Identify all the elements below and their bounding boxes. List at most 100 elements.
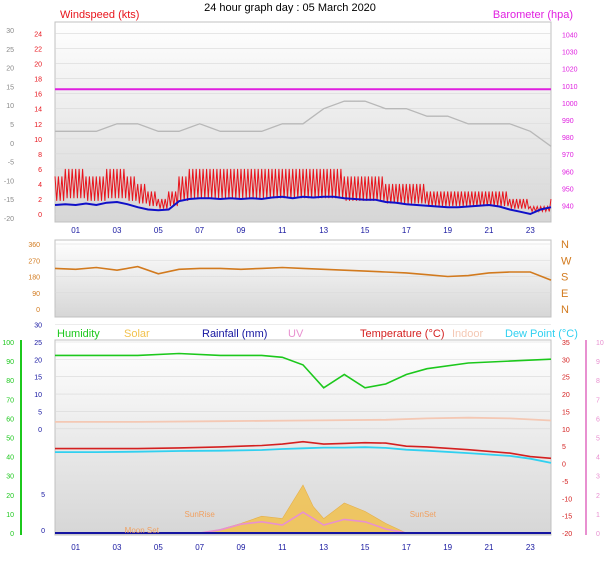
outer-left-tick-label: 0: [10, 141, 14, 148]
x-tick-label: 11: [278, 226, 287, 235]
right-tick-label: 1030: [562, 50, 578, 57]
rain-tick-label: 0: [38, 427, 42, 434]
rain-tick-label: 20: [34, 357, 42, 364]
temperature-tick-label: 0: [562, 462, 566, 469]
outer-left-tick-label: -20: [4, 216, 14, 223]
legend-item: Humidity: [57, 328, 100, 340]
legend-item: Dew Point (°C): [505, 328, 578, 340]
uv-tick-label: 8: [596, 378, 600, 385]
humidity-tick-label: 80: [6, 378, 14, 385]
right-tick-label: 960: [562, 169, 574, 176]
left-tick-label: 2: [38, 197, 42, 204]
uv-tick-label: 4: [596, 455, 600, 462]
left-tick-label: 22: [34, 47, 42, 54]
temperature-tick-label: -15: [562, 514, 572, 521]
temperature-tick-label: 30: [562, 357, 570, 364]
x-tick-label: 09: [237, 226, 246, 235]
x-tick-label: 01: [71, 543, 80, 552]
humidity-tick-label: 40: [6, 455, 14, 462]
legend-item: Temperature (°C): [360, 328, 444, 340]
rain-tick-label: 10: [34, 392, 42, 399]
temperature-tick-label: 5: [562, 444, 566, 451]
humidity-tick-label: 20: [6, 493, 14, 500]
x-tick-label: 17: [402, 543, 411, 552]
humidity-tick-label: 60: [6, 416, 14, 423]
direction-tick-label: 90: [32, 291, 40, 298]
humidity-tick-label: 0: [10, 531, 14, 538]
uv-tick-label: 6: [596, 416, 600, 423]
x-tick-label: 05: [154, 226, 163, 235]
uv-tick-label: 10: [596, 340, 604, 347]
left-tick-label: 0: [38, 212, 42, 219]
uv-tick-label: 9: [596, 359, 600, 366]
right-tick-label: 1010: [562, 84, 578, 91]
x-tick-label: 05: [154, 543, 163, 552]
x-tick-label: 23: [526, 543, 535, 552]
sunrise-label: SunRise: [185, 510, 216, 519]
temperature-tick-label: 25: [562, 375, 570, 382]
outer-left-tick-label: -10: [4, 178, 14, 185]
x-tick-label: 03: [113, 226, 122, 235]
right-tick-label: 980: [562, 135, 574, 142]
legend-item: UV: [288, 328, 304, 340]
uv-tick-label: 2: [596, 493, 600, 500]
solar-tick-label: 0: [41, 528, 45, 535]
left-tick-label: 20: [34, 62, 42, 69]
x-tick-label: 15: [361, 226, 370, 235]
uv-tick-label: 1: [596, 512, 600, 519]
solar-tick-label: 5: [41, 492, 45, 499]
right-tick-label: 970: [562, 152, 574, 159]
outer-left-tick-label: 25: [6, 47, 14, 54]
direction-line: [54, 265, 552, 281]
x-tick-label: 01: [71, 226, 80, 235]
temperature-tick-label: 20: [562, 392, 570, 399]
right-tick-label: 1040: [562, 33, 578, 40]
right-tick-label: 950: [562, 186, 574, 193]
temperature-tick-label: 15: [562, 409, 570, 416]
direction-compass-label: E: [561, 288, 568, 300]
series-layer: [54, 88, 552, 534]
rain-tick-label: 15: [34, 375, 42, 382]
direction-compass-label: N: [561, 239, 569, 251]
direction-tick-label: 180: [28, 275, 40, 282]
direction-tick-label: 0: [36, 307, 40, 314]
right-tick-label: 940: [562, 203, 574, 210]
labels-layer: Windspeed (kts) Barometer (hpa) Humidity So…: [57, 9, 578, 535]
rain-tick-label: 30: [34, 323, 42, 330]
panel2-bg: [54, 239, 552, 318]
left-tick-label: 8: [38, 152, 42, 159]
x-tick-label: 07: [195, 543, 204, 552]
outer-left-tick-label: -5: [8, 160, 14, 167]
x-tick-label: 21: [485, 226, 494, 235]
left-tick-label: 4: [38, 182, 42, 189]
right-tick-label: 1000: [562, 101, 578, 108]
direction-compass-label: N: [561, 304, 569, 316]
dewpoint-line: [55, 446, 552, 464]
humidity-line: [55, 352, 552, 389]
humidity-tick-label: 10: [6, 512, 14, 519]
x-tick-label: 13: [319, 543, 328, 552]
x-tick-label: 03: [113, 543, 122, 552]
outer-left-tick-label: 15: [6, 84, 14, 91]
right-tick-label: 990: [562, 118, 574, 125]
legend-item: Solar: [124, 328, 150, 340]
axes-layer: 302520151050-5-10-15-2024222018161412108…: [2, 28, 604, 552]
barometer-axis-title: Barometer (hpa): [493, 9, 573, 21]
average-wind-line: [54, 195, 552, 216]
x-tick-label: 21: [485, 543, 494, 552]
x-tick-label: 11: [278, 543, 287, 552]
left-tick-label: 24: [34, 32, 42, 39]
sunset-label: SunSet: [410, 510, 437, 519]
uv-line: [199, 511, 407, 534]
temperature-tick-label: 10: [562, 427, 570, 434]
x-tick-label: 15: [361, 543, 370, 552]
background-trace-line: [55, 100, 552, 147]
temperature-line: [55, 440, 552, 460]
humidity-tick-label: 30: [6, 474, 14, 481]
uv-tick-label: 3: [596, 474, 600, 481]
x-tick-label: 17: [402, 226, 411, 235]
left-tick-label: 12: [34, 122, 42, 129]
outer-left-tick-label: -15: [4, 197, 14, 204]
rain-tick-label: 5: [38, 409, 42, 416]
